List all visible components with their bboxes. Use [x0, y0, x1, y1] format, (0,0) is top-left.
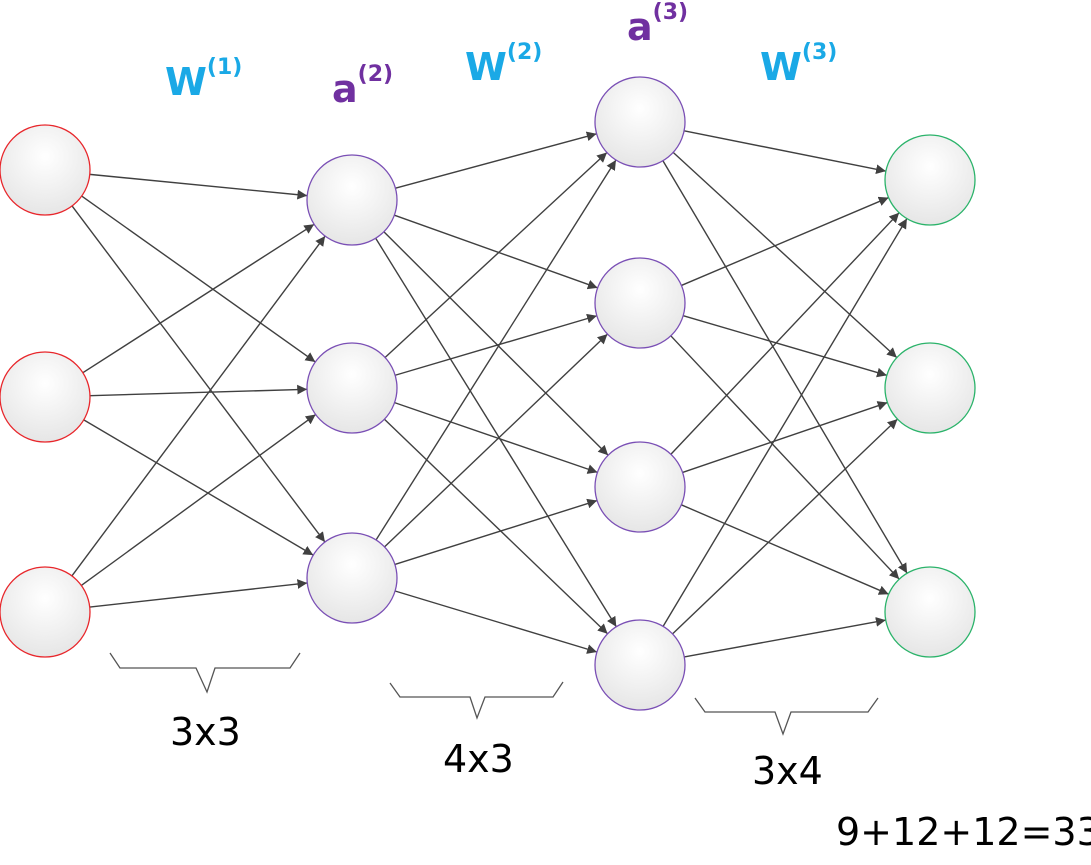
node-layer4-2	[884, 342, 976, 434]
edge-l2n3-l3n3	[394, 498, 598, 566]
label-w2: W(2)	[465, 40, 543, 89]
edge-l1n1-l2n1	[89, 173, 308, 200]
node-layer3-2	[594, 257, 686, 349]
edge-l1n2-l2n2	[89, 384, 308, 397]
brace-w1	[109, 652, 301, 694]
dim-w3: 3x4	[752, 749, 823, 793]
node-layer1-3	[0, 566, 91, 658]
edge-l2n2-l3n4	[383, 418, 609, 635]
edge-l3n2-l4n2	[682, 314, 888, 378]
node-layer3-1	[594, 76, 686, 168]
edge-l3n1-l4n2	[672, 151, 898, 359]
label-w3: W(3)	[760, 40, 838, 89]
edge-l2n3-l3n1	[375, 159, 617, 541]
dim-w1: 3x3	[170, 710, 241, 754]
total-params: 9+12+12=33	[836, 810, 1091, 854]
edge-l2n1-l3n4	[375, 237, 617, 628]
edge-l3n4-l4n1	[662, 218, 908, 627]
node-layer1-1	[0, 124, 91, 216]
label-w1: W(1)	[165, 55, 243, 104]
edge-l2n2-l3n3	[394, 401, 598, 474]
edge-l3n4-l4n2	[672, 418, 898, 635]
edge-l1n1-l2n3	[71, 205, 326, 543]
node-layer4-3	[884, 566, 976, 658]
node-layer1-2	[0, 351, 91, 443]
edge-l3n2-l4n3	[670, 335, 900, 580]
label-a2: a(2)	[332, 62, 394, 111]
node-layer2-2	[306, 342, 398, 434]
brace-w2	[389, 681, 564, 720]
edge-l3n3-l4n2	[682, 401, 888, 474]
edge-l1n3-l2n2	[80, 413, 317, 587]
edge-l3n4-l4n3	[684, 617, 886, 658]
edge-l2n2-l3n2	[394, 313, 598, 376]
edge-l2n3-l3n4	[394, 590, 598, 654]
node-layer3-3	[594, 441, 686, 533]
node-layer2-1	[306, 154, 398, 246]
edge-l2n1-l3n2	[394, 214, 598, 290]
label-a3: a(3)	[627, 0, 689, 49]
dim-w2: 4x3	[443, 737, 514, 781]
brace-w3	[694, 697, 879, 736]
edge-l3n3-l4n3	[681, 504, 889, 595]
edge-l2n2-l3n1	[384, 152, 608, 358]
edge-l1n1-l2n2	[81, 195, 316, 363]
node-layer3-4	[594, 619, 686, 711]
node-layer4-1	[884, 134, 976, 226]
edge-l1n3-l2n1	[71, 235, 326, 577]
edge-l3n1-l4n3	[662, 160, 908, 574]
edge-l1n3-l2n3	[89, 579, 308, 608]
edge-l3n1-l4n1	[683, 130, 887, 175]
edge-l2n1-l3n1	[395, 131, 597, 189]
node-layer2-3	[306, 532, 398, 624]
edge-l1n2-l2n3	[83, 419, 314, 556]
edge-l3n3-l4n1	[670, 212, 900, 455]
edge-l2n3-l3n2	[384, 333, 608, 548]
edge-l3n2-l4n1	[681, 196, 889, 287]
edge-l1n2-l2n1	[82, 223, 315, 374]
edge-l2n1-l3n3	[383, 231, 609, 456]
